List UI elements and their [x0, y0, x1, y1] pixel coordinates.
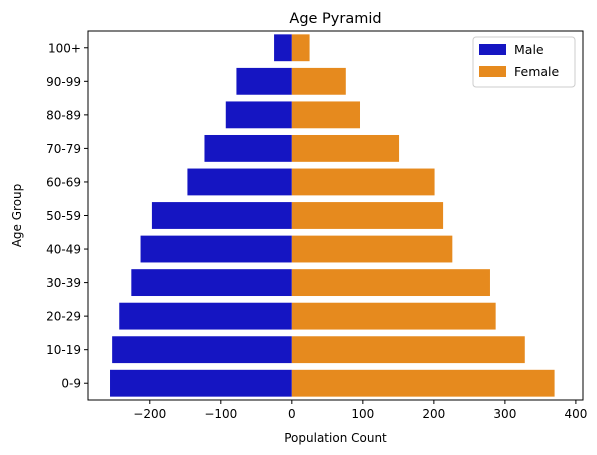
y-tick-label: 0-9: [61, 377, 81, 391]
x-axis: −200 −100 0 100 200 300 400: [133, 400, 587, 421]
bar-male-0-9: [110, 369, 292, 397]
legend-swatch-male: [479, 44, 506, 55]
legend-label-female: Female: [514, 64, 560, 79]
y-tick-label: 80-89: [46, 108, 81, 122]
x-tick-label: 200: [422, 407, 445, 421]
bar-male-60-69: [187, 168, 292, 196]
y-tick-label: 60-69: [46, 175, 81, 189]
x-tick-label: 300: [493, 407, 516, 421]
bar-male-40-49: [140, 235, 292, 263]
x-tick-label: −200: [133, 407, 166, 421]
y-axis: 100+ 90-99 80-89 70-79 60-69 50-59 40-49 30-39 2…: [46, 41, 88, 391]
chart-title: Age Pyramid: [289, 11, 381, 27]
y-tick-label: 10-19: [46, 343, 81, 357]
bar-female-10-19: [291, 336, 525, 364]
bar-female-80-89: [291, 101, 361, 129]
x-tick-label: 0: [288, 407, 296, 421]
bar-male-10-19: [112, 336, 292, 364]
x-tick-label: 100: [351, 407, 374, 421]
bar-female-20-29: [291, 302, 496, 330]
bar-female-30-39: [291, 269, 490, 297]
bar-male-30-39: [131, 269, 292, 297]
bar-male-50-59: [151, 202, 292, 229]
bar-female-70-79: [291, 134, 400, 162]
y-tick-label: 70-79: [46, 142, 81, 156]
bar-male-90-99: [236, 67, 292, 95]
y-tick-label: 40-49: [46, 243, 81, 257]
legend-label-male: Male: [514, 42, 544, 57]
bars-layer: [110, 34, 555, 397]
bar-male-80-89: [225, 101, 292, 129]
x-tick-label: −100: [204, 407, 237, 421]
x-tick-label: 400: [564, 407, 587, 421]
bar-male-70-79: [204, 134, 292, 162]
legend: Male Female: [472, 36, 576, 88]
bar-female-50-59: [291, 202, 444, 229]
bar-female-90-99: [291, 67, 346, 95]
bar-female-0-9: [291, 369, 555, 397]
bar-female-60-69: [291, 168, 435, 196]
y-tick-label: 90-99: [46, 75, 81, 89]
bar-male-20-29: [119, 302, 292, 330]
x-axis-label: Population Count: [284, 431, 387, 445]
bar-female-40-49: [291, 235, 453, 263]
bar-male-100+: [274, 34, 292, 62]
y-tick-label: 30-39: [46, 276, 81, 290]
y-tick-label: 50-59: [46, 209, 81, 223]
y-tick-label: 100+: [48, 41, 81, 55]
y-axis-label: Age Group: [10, 184, 24, 248]
legend-swatch-female: [479, 66, 506, 77]
y-tick-label: 20-29: [46, 310, 81, 324]
bar-female-100+: [291, 34, 310, 62]
